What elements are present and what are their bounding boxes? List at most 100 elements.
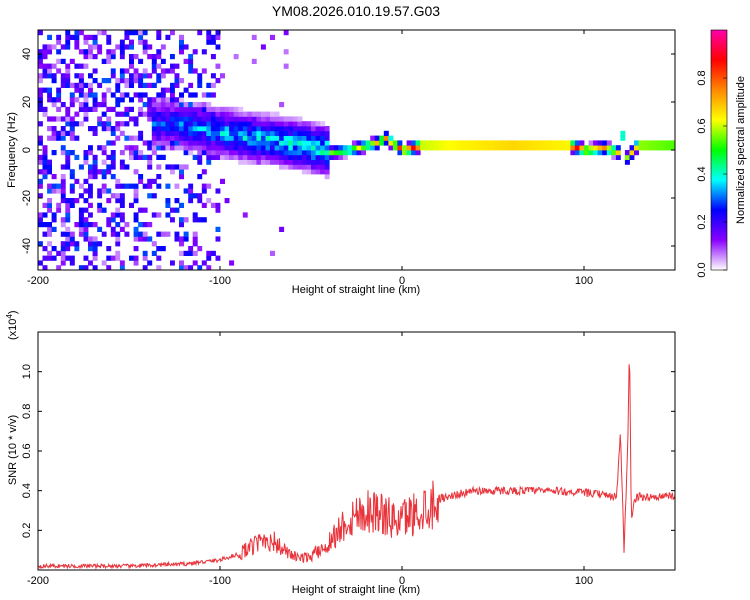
spectrogram-cell: [69, 241, 75, 247]
spectrogram-cell: [151, 68, 157, 74]
spectrogram-cell: [106, 154, 112, 160]
spectrogram-cell: [283, 49, 289, 55]
spectrogram-cell: [69, 34, 75, 40]
spectrogram-cell: [242, 159, 248, 165]
spectrogram-cell: [301, 121, 307, 127]
spectrogram-cell: [97, 188, 103, 194]
spectrogram-cell: [106, 121, 112, 127]
spectrogram-cell: [447, 140, 453, 146]
spectrogram-cell: [47, 49, 52, 55]
spectrogram-cell: [110, 231, 116, 237]
spectrogram-cell: [69, 198, 75, 204]
spectrogram-cell: [42, 202, 48, 208]
spectrogram-cell: [447, 145, 453, 151]
spectrogram-cell: [415, 140, 421, 146]
spectrogram-cell: [483, 140, 489, 146]
spectrogram-cell: [643, 145, 649, 151]
spectrogram-cell: [133, 154, 139, 160]
spectrogram-cell: [129, 255, 134, 261]
spectrogram-cell: [129, 82, 134, 88]
spectrogram-cell: [251, 140, 257, 146]
spectrogram-cell: [242, 130, 248, 136]
spectrogram-cell: [151, 250, 157, 256]
spectrogram-cell: [124, 92, 130, 98]
spectrogram-cell: [615, 145, 621, 151]
spectrogram-cell: [65, 159, 71, 165]
spectrogram-cell: [74, 44, 80, 50]
spectrogram-cell: [170, 97, 175, 103]
spectrogram-cell: [179, 49, 184, 55]
spectrogram-cell: [38, 154, 43, 160]
spectrogram-cell: [151, 63, 157, 69]
spectrogram-cell: [502, 140, 508, 146]
spectrogram-cell: [88, 246, 93, 252]
spectrogram-cell: [297, 154, 303, 160]
spectrogram-cell: [133, 260, 139, 266]
spectrogram-cell: [224, 154, 230, 160]
spectrogram-cell: [92, 106, 98, 112]
spectrogram-cell: [101, 58, 107, 64]
spectrogram-cell: [283, 63, 289, 69]
spectrogram-cell: [311, 135, 316, 141]
spectrogram-cell: [233, 150, 239, 156]
spectrogram-cell: [60, 44, 66, 50]
spectrogram-cell: [106, 169, 112, 175]
spectrogram-cell: [115, 198, 121, 204]
spectrogram-y-tick-label: -40: [21, 238, 33, 254]
spectrogram-cell: [47, 92, 52, 98]
spectrogram-cell: [233, 130, 239, 136]
spectrogram-cell: [74, 73, 80, 79]
spectrogram-cell: [51, 217, 57, 223]
spectrogram-x-tick-label: -100: [209, 275, 231, 287]
spectrogram-cell: [88, 82, 93, 88]
colorbar-label: Normalized spectral amplitude: [735, 76, 747, 224]
spectrogram-cell: [197, 116, 203, 122]
spectrogram-cell: [174, 111, 180, 117]
spectrogram-x-tick-label: 100: [575, 275, 593, 287]
spectrogram-cell: [88, 145, 93, 151]
spectrogram-cell: [106, 58, 112, 64]
spectrogram-cell: [288, 154, 294, 160]
spectrogram-cell: [188, 106, 194, 112]
spectrogram-x-tick-label: 0: [399, 275, 405, 287]
spectrogram-cell: [174, 106, 180, 112]
spectrogram-cell: [279, 126, 285, 132]
snr-y-tick-label: 0.4: [21, 483, 33, 498]
spectrogram-cell: [183, 236, 189, 242]
spectrogram-cell: [174, 164, 180, 170]
spectrogram-cell: [279, 116, 285, 122]
spectrogram-cell: [47, 87, 52, 93]
spectrogram-cell: [92, 126, 98, 132]
spectrogram-cell: [338, 145, 344, 151]
spectrogram-cell: [206, 198, 212, 204]
spectrogram-cell: [101, 121, 107, 127]
spectrogram-cell: [170, 145, 175, 151]
spectrogram-cell: [119, 121, 125, 127]
spectrogram-cell: [83, 97, 89, 103]
spectrogram-cell: [47, 250, 52, 256]
spectrogram-cell: [101, 174, 107, 180]
spectrogram-cell: [183, 140, 189, 146]
spectrogram-cell: [156, 145, 162, 151]
snr-y-axis-label: SNR (10 * v/v): [7, 415, 19, 485]
spectrogram-cell: [147, 111, 153, 117]
spectrogram-cell: [170, 126, 175, 132]
spectrogram-cell: [656, 140, 662, 146]
spectrogram-cell: [97, 241, 103, 247]
spectrogram-cell: [60, 145, 66, 151]
spectrogram-cell: [129, 116, 134, 122]
spectrogram-cell: [69, 231, 75, 237]
spectrogram-cell: [356, 150, 362, 156]
snr-series: [37, 364, 676, 570]
spectrogram-cell: [615, 154, 621, 160]
colorbar: 0.0 0.2 0.4 0.6 0.8 Normalized spectral ampl…: [696, 29, 747, 278]
spectrogram-cell: [543, 140, 548, 146]
spectrogram-cell: [192, 231, 198, 237]
spectrogram-cell: [229, 260, 235, 266]
spectrogram-cell: [461, 140, 467, 146]
spectrogram-cell: [83, 159, 89, 165]
spectrogram-cell: [170, 169, 175, 175]
spectrogram-cell: [224, 111, 230, 117]
spectrogram-cell: [320, 159, 326, 165]
spectrogram-cell: [215, 255, 221, 261]
